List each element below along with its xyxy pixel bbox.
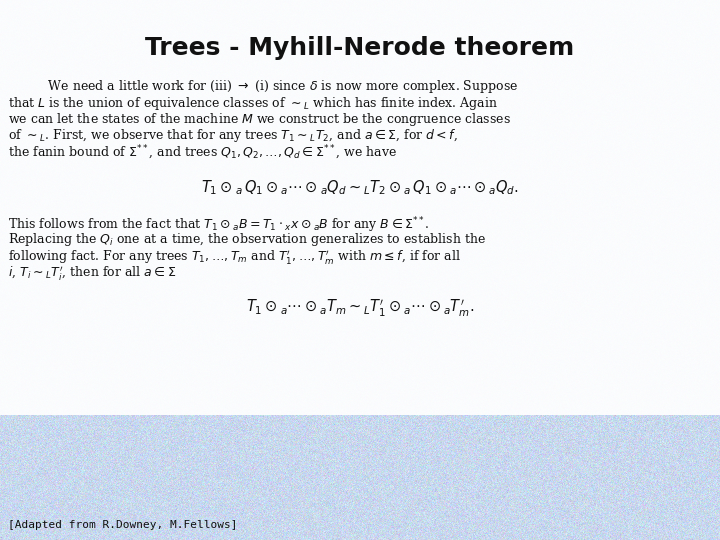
Text: $i$, $T_i \sim_L T_i^{\prime}$, then for all $a \in \Sigma$: $i$, $T_i \sim_L T_i^{\prime}$, then for…	[8, 265, 176, 282]
Text: following fact. For any trees $T_1, \ldots, T_m$ and $T_1^{\prime}, \ldots, T_m^: following fact. For any trees $T_1, \ldo…	[8, 248, 461, 266]
Text: $T_1 \odot_a\, Q_1 \odot_a \cdots \odot_a Q_d \sim_L T_2 \odot_a\, Q_1 \odot_a \: $T_1 \odot_a\, Q_1 \odot_a \cdots \odot_…	[201, 178, 519, 197]
Text: of $\sim_L$. First, we observe that for any trees $T_1 \sim_L T_2$, and $a \in \: of $\sim_L$. First, we observe that for …	[8, 127, 458, 145]
Text: This follows from the fact that $T_1 \odot_a B = T_1 \cdot_x x \odot_a B$ for an: This follows from the fact that $T_1 \od…	[8, 215, 430, 234]
Text: [Adapted from R.Downey, M.Fellows]: [Adapted from R.Downey, M.Fellows]	[8, 520, 238, 530]
Text: $T_1 \odot_a \cdots \odot_a T_m \sim_L T_1^{\prime} \odot_a \cdots \odot_a T_m^{: $T_1 \odot_a \cdots \odot_a T_m \sim_L T…	[246, 298, 474, 319]
Text: We need a little work for (iii) $\rightarrow$ (i) since $\delta$ is now more com: We need a little work for (iii) $\righta…	[36, 78, 518, 95]
Text: the fanin bound of $\Sigma^{**}$, and trees $Q_1, Q_2, \ldots, Q_d \in \Sigma^{*: the fanin bound of $\Sigma^{**}$, and tr…	[8, 144, 397, 162]
Text: that $L$ is the union of equivalence classes of $\sim_L$ which has finite index.: that $L$ is the union of equivalence cla…	[8, 94, 498, 111]
Text: Replacing the $Q_i$ one at a time, the observation generalizes to establish the: Replacing the $Q_i$ one at a time, the o…	[8, 232, 486, 248]
Bar	[0, 0, 720, 415]
Text: we can let the states of the machine $M$ we construct be the congruence classes: we can let the states of the machine $M$…	[8, 111, 511, 128]
Text: Trees - Myhill-Nerode theorem: Trees - Myhill-Nerode theorem	[145, 36, 575, 60]
